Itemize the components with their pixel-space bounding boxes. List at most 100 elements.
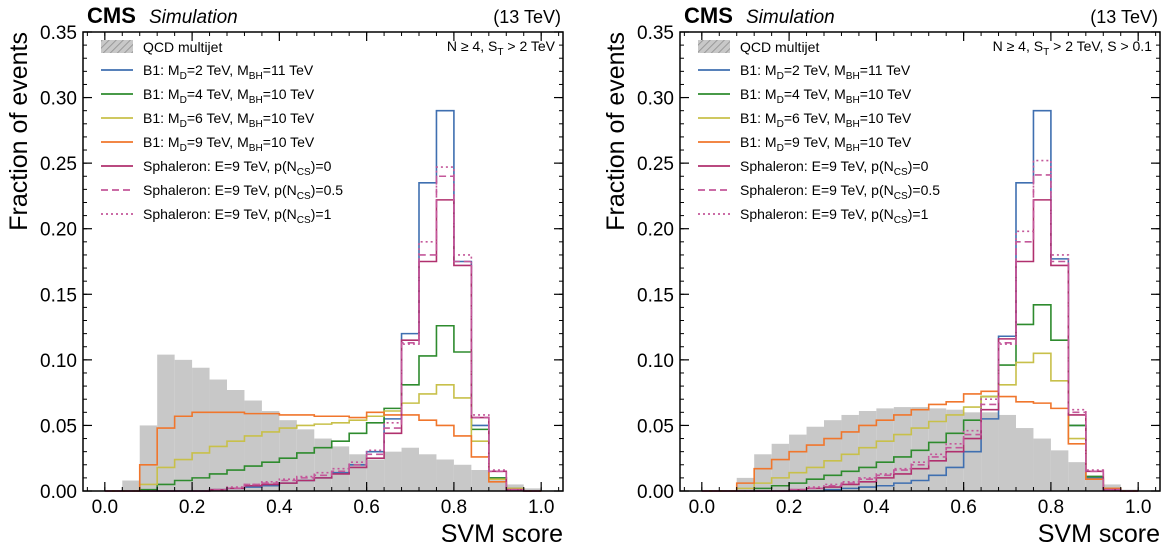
legend-label-qcd: QCD multijet [143,39,222,55]
legend-label-1-part: D [777,95,784,106]
qcd-bar [401,447,419,491]
x-tick-label: 0.4 [266,497,293,518]
legend-label-1-part: =10 TeV [263,86,315,102]
legend-label-2-part: D [777,119,784,130]
legend-label-6: Sphaleron: E=9 TeV, p(NCS)=1 [740,206,929,226]
qcd-bar [314,438,332,491]
y-tick-label: 0.20 [637,220,674,241]
simulation-label: Simulation [149,7,238,28]
legend-label-4-part: )=0 [311,158,332,174]
legend-label-6-part: Sphaleron: E=9 TeV, p(N [740,206,894,222]
legend-label-3-part: =10 TeV [263,134,315,150]
legend-label-0-part: =2 TeV, M [784,62,846,78]
qcd-bar [1050,450,1069,491]
legend-label-5-part: )=0.5 [311,182,344,198]
legend-label-2-part: BH [846,119,860,130]
selection-label: N ≥ 4, ST > 2 TeV, S > 0.1 [993,38,1153,58]
y-tick-label: 0.00 [40,482,77,503]
legend-label-3: B1: MD=9 TeV, MBH=10 TeV [740,134,912,154]
qcd-bar [893,407,912,491]
legend-label-3: B1: MD=9 TeV, MBH=10 TeV [143,134,315,154]
x-tick-label: 0.8 [1038,497,1064,518]
legend-label-0-part: D [180,71,187,82]
x-tick-label: 0.6 [353,497,379,518]
qcd-bar [436,459,454,491]
experiment-label: CMS [87,3,136,28]
qcd-bar [261,411,280,491]
legend-label-4-part: Sphaleron: E=9 TeV, p(N [143,158,297,174]
legend-label-4-part: Sphaleron: E=9 TeV, p(N [740,158,894,174]
legend-label-4: Sphaleron: E=9 TeV, p(NCS)=0 [143,158,332,178]
selection-label-part: > 2 TeV, S > 0.1 [1049,38,1152,54]
x-tick-label: 0.2 [179,497,205,518]
legend-label-0: B1: MD=2 TeV, MBH=11 TeV [143,62,314,82]
qcd-bar [419,454,437,491]
legend-swatch-qcd [698,40,730,53]
legend-label-qcd: QCD multijet [740,39,819,55]
legend-label-0-part: =11 TeV [263,62,314,78]
qcd-bar [244,400,262,491]
plot-frame [82,31,564,492]
legend-label-6-part: CS [894,215,908,226]
legend-label-5: Sphaleron: E=9 TeV, p(NCS)=0.5 [740,182,940,202]
legend-label-1-part: BH [846,95,860,106]
selection-label-part: N ≥ 4, S [447,38,497,54]
legend-label-1-part: B1: M [740,86,777,102]
background-histogram [736,407,1139,491]
legend-label-5-part: Sphaleron: E=9 TeV, p(N [143,182,297,198]
qcd-bar [771,443,790,491]
legend-label-6-part: CS [297,215,311,226]
y-axis: 0.00 0.05 0.10 0.15 0.20 0.25 0.30 0.35 Fraction… [602,23,1160,503]
legend-label-2-part: =10 TeV [860,110,912,126]
legend-label-6-part: Sphaleron: E=9 TeV, p(N [143,206,297,222]
legend-label-0-part: B1: M [740,62,777,78]
legend-label-6-part: )=1 [311,206,332,222]
legend-label-2-part: B1: M [143,110,180,126]
legend-label-1-part: =10 TeV [860,86,912,102]
x-tick-label: 0.4 [863,497,890,518]
legend-label-6-part: )=1 [908,206,929,222]
qcd-bar [349,454,367,491]
qcd-bar [366,459,385,491]
legend-label-3-part: =9 TeV, M [187,134,249,150]
legend-label-1: B1: MD=4 TeV, MBH=10 TeV [740,86,912,106]
qcd-bar [453,464,472,491]
qcd-bar [911,407,929,491]
qcd-bar [946,409,964,491]
series-line-6 [104,166,542,492]
y-tick-label: 0.05 [637,416,674,437]
qcd-bar [858,411,877,491]
legend-label-4-part: CS [297,167,311,178]
y-tick-label: 0.25 [637,154,674,175]
y-tick-label: 0.35 [637,23,674,44]
legend-label-5-part: )=0.5 [908,182,941,198]
header: CMS Simulation (13 TeV) [87,3,561,28]
legend-label-3-part: D [180,143,187,154]
legend: QCD multijet B1: MD=2 TeV, MBH=11 TeV B1: … [101,39,343,226]
y-tick-label: 0.15 [637,285,674,306]
legend-label-2-part: D [180,119,187,130]
experiment-label: CMS [684,3,733,28]
qcd-bar [523,488,542,491]
qcd-bar [1068,462,1086,491]
qcd-bar [331,446,350,491]
qcd-bar [471,470,489,491]
legend-label-1: B1: MD=4 TeV, MBH=10 TeV [143,86,315,106]
legend-label-4-part: CS [894,167,908,178]
qcd-bar [192,367,210,491]
y-tick-label: 0.10 [637,351,674,372]
legend-label-2-part: =6 TeV, M [187,110,249,126]
plot-frame [679,31,1161,492]
legend-label-1-part: D [180,95,187,106]
qcd-bar [122,480,140,491]
qcd-bar [209,379,227,491]
legend-label-2-part: BH [249,119,263,130]
selection-label-part: T [497,47,503,58]
x-tick-label: 0.0 [689,497,715,518]
header: CMS Simulation (13 TeV) [684,3,1158,28]
